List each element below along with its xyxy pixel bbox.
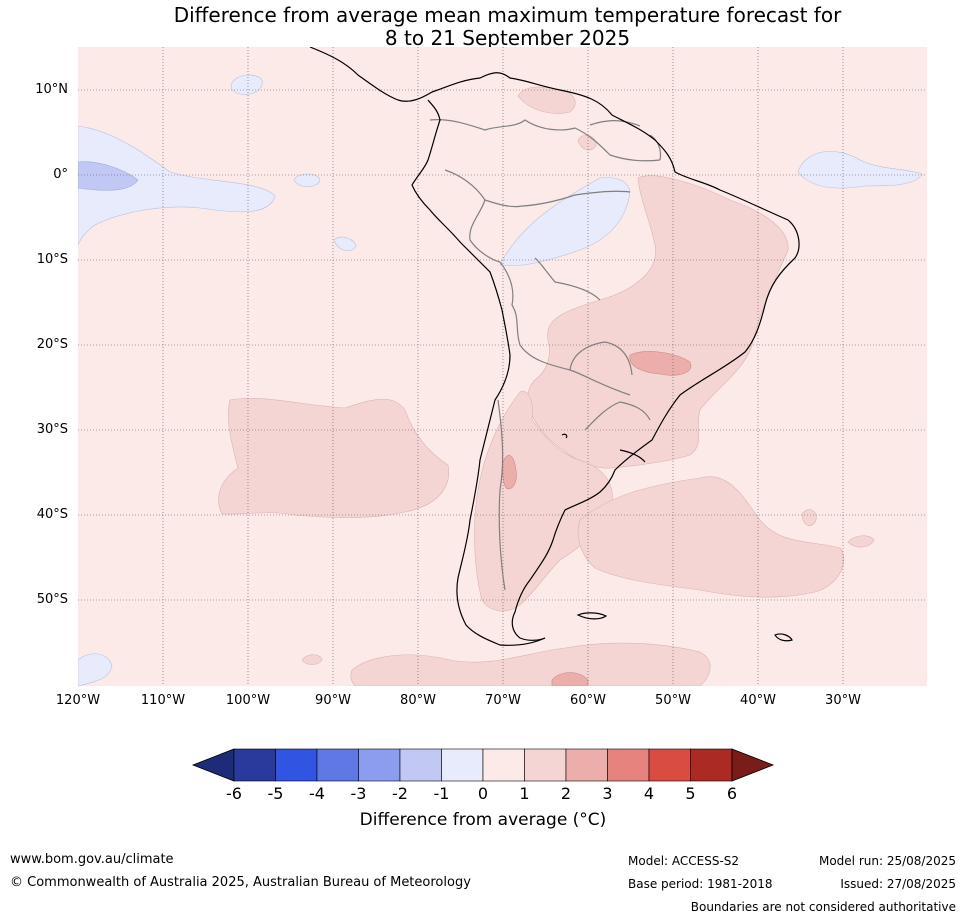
colorbar-segment	[233, 748, 276, 782]
warm-anomaly-pacific-south	[218, 397, 450, 518]
warm-anomaly-colombia-small	[577, 134, 597, 151]
colorbar-segment	[690, 748, 733, 782]
colorbar-tick-label: 1	[519, 784, 530, 803]
lon-label-40w: 40°W	[740, 693, 776, 708]
lon-label-90w: 90°W	[315, 693, 351, 708]
cool-anomaly-small-2	[333, 236, 357, 252]
colorbar-segment	[482, 748, 525, 782]
lon-label-100w: 100°W	[225, 693, 271, 708]
warm-anomaly-pacific-small	[301, 654, 323, 665]
lat-label-10s: 10°S	[36, 252, 68, 267]
colorbar-tick-label: 2	[560, 784, 572, 803]
warm-anomaly-brazil	[527, 175, 789, 469]
warm-anomaly-south-small	[801, 509, 817, 526]
lon-label-80w: 80°W	[400, 693, 436, 708]
footer-base-period: Base period: 1981-2018	[628, 877, 773, 891]
colorbar-segment	[607, 748, 650, 782]
lat-label-0: 0°	[53, 167, 68, 182]
colorbar-tick-label: -3	[350, 784, 367, 803]
colorbar-label: Difference from average (°C)	[359, 810, 607, 830]
footer-model: Model: ACCESS-S2	[628, 854, 740, 868]
cool-anomaly-north	[230, 74, 263, 95]
colorbar-tick-label: 4	[643, 784, 655, 803]
lat-label-30s: 30°S	[36, 422, 68, 437]
footer-model-run: Model run: 25/08/2025	[818, 854, 956, 868]
title-line-2: 8 to 21 September 2025	[384, 26, 631, 50]
lon-label-110w: 110°W	[140, 693, 186, 708]
colorbar-segment	[565, 748, 608, 782]
colorbar-tick-label: 5	[685, 784, 696, 803]
colorbar-tick-label: -2	[392, 784, 408, 803]
lon-label-120w: 120°W	[55, 693, 101, 708]
colorbar-extend-low	[191, 748, 235, 782]
footer-issued: Issued: 27/08/2025	[840, 877, 956, 891]
lat-label-10n: 10°N	[35, 82, 68, 97]
colorbar-segment	[275, 748, 318, 782]
footer-website: www.bom.gov.au/climate	[10, 852, 174, 867]
warm-anomaly-andes-core	[502, 455, 517, 490]
warm-anomaly-north-small	[517, 86, 576, 114]
lat-label-20s: 20°S	[36, 337, 68, 352]
lat-label-50s: 50°S	[36, 592, 68, 607]
cool-anomaly-pacific-core	[78, 161, 139, 191]
colorbar-tick-label: -5	[267, 784, 284, 803]
warm-anomaly-bottom-core	[551, 672, 589, 686]
cool-anomaly-pacific-equatorial	[78, 125, 276, 246]
colorbar-segment	[648, 748, 691, 782]
lon-label-70w: 70°W	[485, 693, 521, 708]
lon-label-60w: 60°W	[570, 693, 606, 708]
cool-anomaly-atlantic	[797, 151, 923, 189]
colorbar	[191, 748, 775, 782]
lon-label-50w: 50°W	[655, 693, 691, 708]
graticule	[78, 47, 927, 686]
title-line-1: Difference from average mean maximum tem…	[173, 3, 842, 27]
colorbar-segment	[316, 748, 359, 782]
colorbar-tick-label: -6	[226, 784, 242, 803]
footer-copyright: © Commonwealth of Australia 2025, Austra…	[10, 875, 471, 890]
lat-label-40s: 40°S	[36, 507, 68, 522]
colorbar-tick-label: 6	[726, 784, 738, 803]
lon-label-30w: 30°W	[825, 693, 861, 708]
colorbar-tick-label: 0	[477, 784, 489, 803]
warm-anomaly-southeast-small	[847, 535, 875, 548]
colorbar-extend-high	[731, 748, 775, 782]
colorbar-segment	[399, 748, 442, 782]
cool-anomaly-southwest	[78, 653, 113, 686]
colorbar-segment	[524, 748, 567, 782]
warm-anomaly-brazil-core	[629, 351, 692, 376]
country-borders	[429, 119, 662, 591]
coastlines	[309, 47, 800, 646]
colorbar-segment	[441, 748, 484, 782]
colorbar-segment	[358, 748, 401, 782]
colorbar-tick-label: -1	[433, 784, 450, 803]
footer-disclaimer: Boundaries are not considered authoritat…	[690, 900, 956, 914]
warm-anomaly-bottom	[350, 642, 711, 686]
colorbar-tick-label: -4	[309, 784, 325, 803]
chart-title: Difference from average mean maximum tem…	[0, 4, 965, 50]
colorbar-tick-label: 3	[602, 784, 613, 803]
